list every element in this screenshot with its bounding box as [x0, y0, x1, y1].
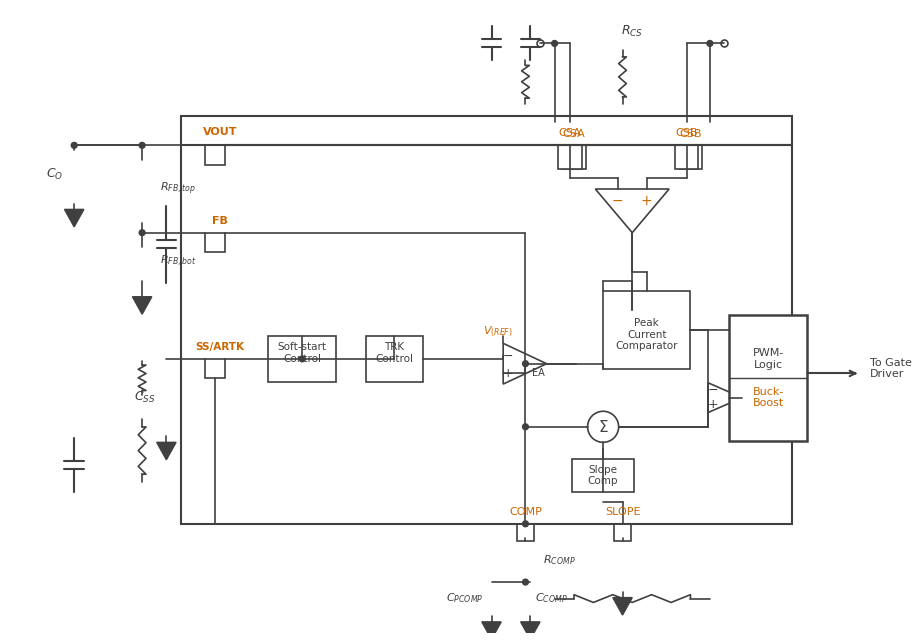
Text: EA: EA [533, 369, 544, 378]
Polygon shape [521, 622, 540, 639]
Text: $R_{FB,top}$: $R_{FB,top}$ [159, 181, 196, 197]
Polygon shape [64, 209, 84, 227]
Text: $C_{SS}$: $C_{SS}$ [135, 390, 156, 405]
Text: SS/ARTK: SS/ARTK [195, 342, 244, 352]
Bar [729, 315, 807, 441]
Circle shape [707, 40, 713, 46]
Text: Slope
Comp: Slope Comp [587, 465, 619, 486]
Bar [603, 291, 691, 369]
Bar [614, 524, 631, 541]
Circle shape [71, 143, 77, 148]
Text: CSB: CSB [675, 128, 698, 138]
Bar [572, 459, 634, 492]
Text: Soft-start
Control: Soft-start Control [278, 342, 327, 364]
Bar [558, 145, 582, 169]
Polygon shape [613, 598, 632, 615]
Text: CSA: CSA [563, 128, 586, 139]
Text: Buck-
Boost: Buck- Boost [752, 387, 784, 408]
Text: $R_{COMP}$: $R_{COMP}$ [543, 553, 576, 567]
Polygon shape [156, 442, 176, 460]
Text: PWM-
Logic: PWM- Logic [752, 348, 784, 370]
Text: −: − [502, 349, 513, 363]
Circle shape [139, 143, 145, 148]
Text: −: − [707, 385, 718, 397]
Bar [679, 145, 702, 169]
Bar [268, 336, 336, 382]
Text: SLOPE: SLOPE [605, 507, 640, 517]
Text: +: + [502, 367, 513, 380]
Circle shape [522, 521, 528, 526]
Text: $C_O$: $C_O$ [46, 167, 63, 182]
Bar [366, 336, 423, 382]
Text: CSA: CSA [559, 128, 582, 138]
Bar [181, 116, 792, 524]
Circle shape [522, 579, 528, 585]
Text: CSB: CSB [679, 128, 702, 139]
Circle shape [522, 361, 528, 367]
Text: +: + [641, 194, 652, 207]
Text: $C_{COMP}$: $C_{COMP}$ [535, 592, 568, 605]
Bar [563, 145, 586, 169]
Bar [205, 145, 224, 165]
Bar [517, 524, 534, 541]
Text: $R_{CS}$: $R_{CS}$ [621, 24, 643, 39]
Text: Peak
Current
Comparator: Peak Current Comparator [616, 318, 678, 351]
Text: FB: FB [211, 216, 228, 226]
Circle shape [522, 424, 528, 429]
Circle shape [139, 230, 145, 236]
Polygon shape [482, 622, 501, 639]
Polygon shape [133, 297, 152, 314]
Bar [205, 359, 224, 378]
Circle shape [552, 40, 557, 46]
Text: +: + [707, 398, 718, 411]
Text: To Gate
Driver: To Gate Driver [870, 358, 912, 379]
Circle shape [299, 356, 306, 361]
Text: VOUT: VOUT [202, 126, 237, 137]
Text: $C_{PCOMP}$: $C_{PCOMP}$ [446, 592, 483, 605]
Bar [205, 232, 224, 252]
Text: $R_{FB,bot}$: $R_{FB,bot}$ [159, 254, 196, 270]
Text: $V_{(REF)}$: $V_{(REF)}$ [483, 324, 513, 339]
Text: COMP: COMP [509, 507, 542, 517]
Text: TRK
Control: TRK Control [375, 342, 414, 364]
Text: −: − [612, 194, 623, 207]
Bar [675, 145, 698, 169]
Text: $\Sigma$: $\Sigma$ [597, 419, 608, 435]
